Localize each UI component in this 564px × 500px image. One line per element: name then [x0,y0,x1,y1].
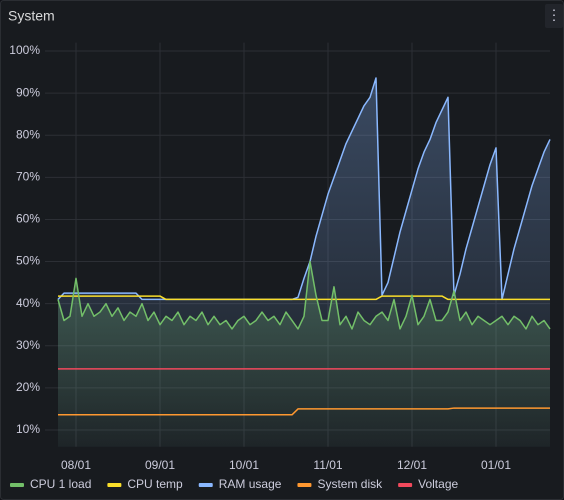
legend-swatch [297,483,312,487]
y-tick-label: 70% [16,170,40,184]
x-tick-label: 01/01 [481,458,511,472]
legend-label: CPU 1 load [30,477,91,491]
series-line [58,295,550,301]
x-tick-label: 12/01 [397,458,427,472]
x-tick-label: 08/01 [61,458,91,472]
y-tick-label: 100% [9,43,40,57]
series-line [58,407,550,416]
y-tick-label: 10% [16,422,40,436]
legend-swatch [10,483,24,487]
legend-label: CPU temp [127,477,183,491]
legend-swatch [198,483,213,487]
legend-label: RAM usage [219,477,282,491]
y-tick-label: 50% [16,254,40,268]
y-tick-label: 90% [16,85,40,99]
panel-title: System [8,8,55,24]
y-tick-label: 80% [16,127,40,141]
legend-label: Voltage [418,477,458,491]
menu-icon[interactable]: ⋮ [547,7,561,23]
plot: 10% 20% 30% 40% 50% 60% 70% 80% 90% 100% 08/01 09/0… [9,42,551,491]
menu-button[interactable] [545,4,563,28]
x-tick-label: 11/01 [313,458,342,472]
y-tick-label: 60% [16,212,40,226]
series-line [57,77,551,301]
legend-label: System disk [317,477,383,491]
x-tick-label: 09/01 [145,458,175,472]
y-tick-label: 30% [16,338,40,352]
area-fill [58,77,550,447]
legend-swatch [398,483,413,487]
series-line [57,260,551,330]
legend-swatch [107,483,122,487]
y-tick-label: 20% [16,380,40,394]
y-tick-label: 40% [16,296,40,310]
x-tick-label: 10/01 [229,458,259,472]
